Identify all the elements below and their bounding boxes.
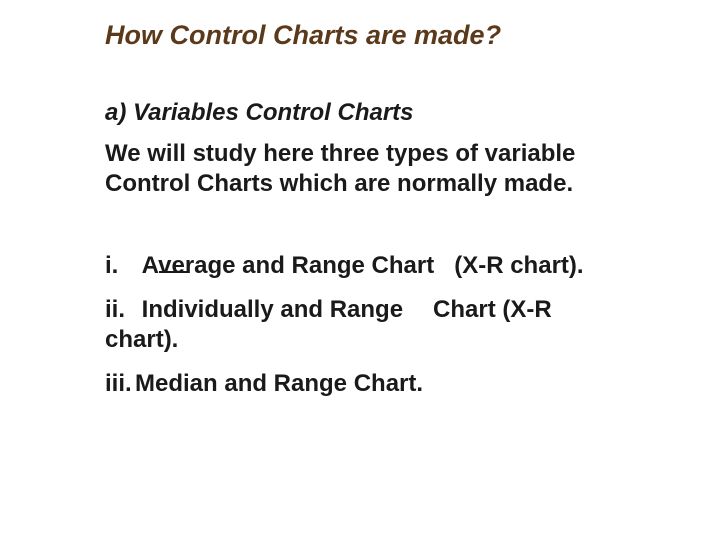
- section-subtitle: a) Variables Control Charts: [105, 99, 625, 127]
- item1-pre: Av: [142, 252, 172, 279]
- slide-title: How Control Charts are made?: [105, 20, 625, 51]
- slide-content: How Control Charts are made? a) Variable…: [0, 0, 720, 433]
- intro-paragraph: We will study here three types of variab…: [105, 139, 625, 199]
- item1-tail: (X-R chart).: [454, 252, 583, 279]
- item2-text: Individually and Range: [142, 296, 403, 323]
- list-label-1: i.: [105, 251, 135, 281]
- list-label-3: iii.: [105, 369, 135, 399]
- list-item-3: iii.Median and Range Chart.: [105, 369, 625, 399]
- item3-text: Median and Range Chart.: [135, 370, 423, 397]
- list-label-2: ii.: [105, 295, 135, 325]
- list-item-2: ii. Individually and RangeChart (X-R cha…: [105, 295, 625, 355]
- item1-post: erage and Range Chart: [171, 252, 434, 279]
- list-item-1: i. Average and Range Chart (X-R chart).: [105, 251, 625, 281]
